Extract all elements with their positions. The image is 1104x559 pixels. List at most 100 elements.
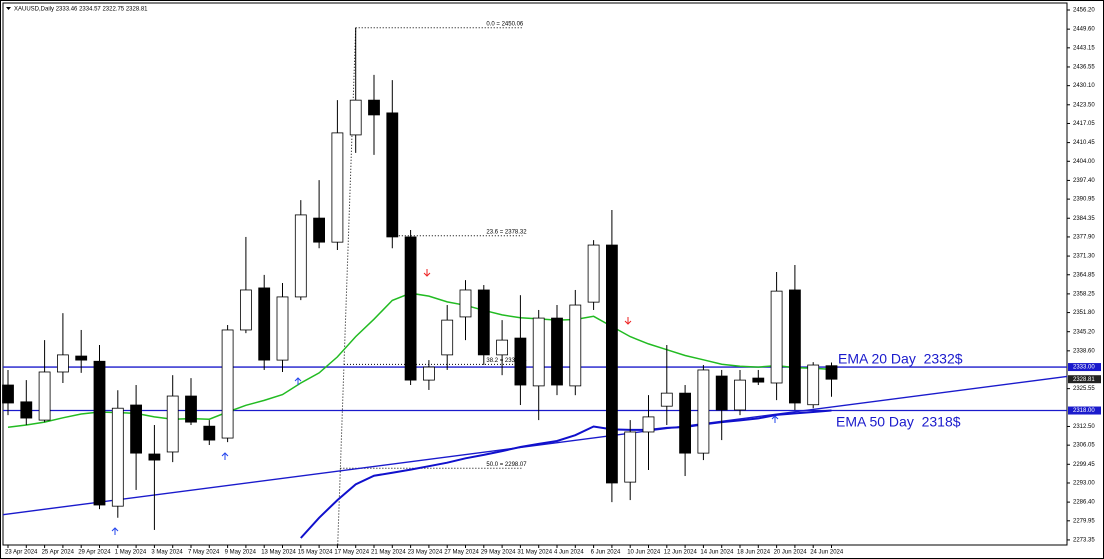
candle-body	[404, 236, 417, 381]
x-tick-label: 31 May 2024	[517, 550, 552, 556]
header-open: 2333.46	[56, 6, 78, 12]
candle-body	[624, 431, 637, 483]
y-tick-label: 2430.10	[1073, 83, 1095, 89]
fib-label: 38.2 = 2333.94	[486, 358, 527, 364]
candle-body	[239, 289, 252, 331]
candle-body	[368, 99, 380, 116]
plot: 0.0 = 2450.06 23.6 = 2378.32 38.2 = 2333.9…	[2, 21, 1068, 546]
x-tick-label: 20 Jun 2024	[774, 550, 808, 556]
annotation: EMA 20 Day 2332$	[838, 351, 963, 367]
x-tick-label: 14 Jun 2024	[700, 550, 734, 556]
candle-body	[496, 339, 509, 356]
header-close: 2328.81	[126, 6, 148, 12]
y-tick-label: 2325.55	[1073, 386, 1095, 392]
x-tick-label: 21 May 2024	[371, 550, 406, 556]
y-tick-label: 2286.40	[1073, 500, 1095, 506]
y-tick-label: 2423.50	[1073, 102, 1095, 108]
y-tick-label: 2371.30	[1073, 254, 1095, 260]
candle-body	[75, 355, 88, 361]
candle-body	[331, 132, 344, 243]
candle-body	[221, 329, 234, 439]
price-badge	[1068, 363, 1101, 372]
y-tick-label: 2273.35	[1073, 538, 1095, 544]
candle-body	[2, 384, 14, 404]
up-arrow	[111, 527, 119, 535]
x-tick-label: 24 Jun 2024	[810, 550, 844, 556]
candle-body	[185, 395, 197, 423]
candle-body	[57, 354, 69, 373]
candle-body	[660, 392, 673, 407]
dropdown-icon	[6, 7, 11, 10]
plot-border	[2, 2, 1068, 546]
candle-body	[422, 366, 435, 381]
y-tick-label: 2436.55	[1073, 65, 1095, 71]
fib-label: 23.6 = 2378.32	[486, 229, 527, 235]
x-tick-label: 9 May 2024	[225, 550, 257, 556]
y-tick-label: 2306.05	[1073, 443, 1095, 449]
candle-body	[111, 407, 124, 507]
x-tick-label: 27 May 2024	[444, 550, 479, 556]
candle-body	[551, 317, 563, 386]
candle-body	[258, 287, 271, 361]
candle-body	[148, 453, 161, 461]
up-arrow	[771, 415, 779, 423]
x-tick-label: 4 Jun 2024	[554, 550, 584, 556]
candle-body	[276, 296, 289, 361]
candle-body	[313, 217, 326, 243]
x-tick-label: 10 Jun 2024	[627, 550, 661, 556]
x-tick-label: 18 Jun 2024	[737, 550, 771, 556]
candle-body	[532, 317, 545, 387]
price-badge-label: 2333.00	[1073, 365, 1095, 371]
y-tick-label: 2338.60	[1073, 348, 1095, 354]
candle-body	[825, 365, 838, 380]
candle-body	[349, 99, 362, 136]
ma-line	[300, 409, 832, 539]
fib-label: 0.0 = 2450.06	[486, 21, 524, 27]
header-low: 2322.75	[102, 6, 124, 12]
y-tick-label: 2384.35	[1073, 216, 1095, 222]
candle-body	[130, 404, 143, 454]
candle-body	[642, 416, 655, 433]
candle-body	[789, 289, 801, 404]
candle-body	[38, 371, 51, 421]
up-arrow	[294, 377, 302, 385]
candle-body	[752, 377, 765, 383]
x-tick-label: 17 May 2024	[334, 550, 369, 556]
y-tick-label: 2404.00	[1073, 159, 1095, 165]
x-tick-label: 12 Jun 2024	[664, 550, 698, 556]
x-tick-label: 7 May 2024	[188, 550, 220, 556]
candle-body	[697, 369, 710, 454]
candle-body	[569, 304, 582, 387]
y-tick-label: 2299.45	[1073, 462, 1095, 468]
x-tick-label: 3 May 2024	[151, 550, 183, 556]
y-tick-label: 2397.40	[1073, 178, 1095, 184]
y-tick-label: 2358.25	[1073, 291, 1095, 297]
y-tick-label: 2312.50	[1073, 424, 1095, 430]
x-tick-label: 6 Jun 2024	[591, 550, 621, 556]
y-tick-label: 2417.05	[1073, 121, 1095, 127]
candle-body	[477, 289, 490, 356]
candle-body	[715, 375, 728, 411]
y-tick-label: 2345.20	[1073, 329, 1095, 335]
x-tick-label: 1 May 2024	[115, 550, 147, 556]
candle-body	[93, 360, 106, 506]
header: XAUUSD,Daily 2333.46 2334.57 2322.75 232…	[14, 6, 148, 12]
trend-line	[2, 375, 1068, 516]
candle-body	[770, 290, 783, 384]
x-tick-label: 29 Apr 2024	[78, 550, 111, 556]
price-badge-label: 2318.00	[1073, 408, 1095, 414]
candle-body	[386, 112, 399, 238]
candle-body	[734, 379, 746, 411]
candle-body	[679, 392, 691, 454]
last-price-badge	[1068, 375, 1101, 384]
annotation: EMA 50 Day 2318$	[836, 414, 961, 430]
down-arrow	[423, 269, 431, 277]
candle-body	[514, 337, 527, 386]
fib-label: 50.0 = 2298.07	[486, 462, 527, 468]
y-tick-label: 2390.95	[1073, 197, 1095, 203]
up-arrow	[221, 452, 229, 460]
candle-body	[294, 214, 307, 298]
candle-body	[587, 244, 600, 303]
y-tick-label: 2279.95	[1073, 518, 1095, 524]
